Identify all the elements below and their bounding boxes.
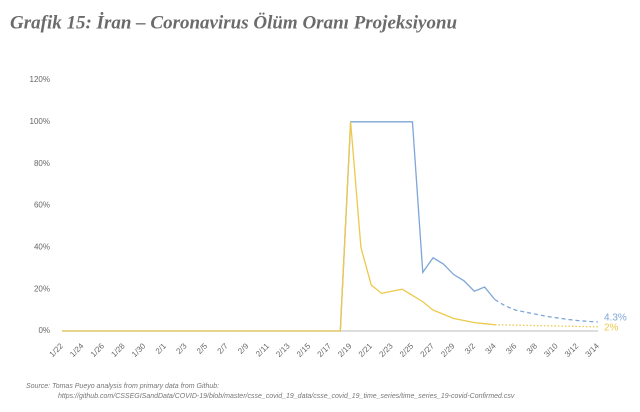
x-tick-label: 2/25 <box>398 341 416 359</box>
x-tick-label: 2/7 <box>216 341 231 356</box>
x-tick-label: 1/30 <box>130 341 148 359</box>
x-tick-label: 2/13 <box>274 341 292 359</box>
x-tick-label: 3/10 <box>542 341 560 359</box>
series-line <box>494 299 599 323</box>
x-tick-label: 2/17 <box>316 341 334 359</box>
source: https://github.com/CSSEGISandData/COVID-… <box>58 393 515 400</box>
value-label: 4.3% <box>604 313 627 324</box>
y-tick-label: 80% <box>34 159 50 168</box>
source: Source: Tomas Pueyo analysis from primar… <box>26 383 219 390</box>
x-tick-label: 2/3 <box>174 341 189 356</box>
x-tick-label: 2/23 <box>377 341 395 359</box>
x-tick-label: 1/26 <box>89 341 107 359</box>
x-tick-label: 3/4 <box>484 341 499 356</box>
x-tick-label: 1/28 <box>109 341 127 359</box>
value-label: 2% <box>604 322 619 333</box>
x-tick-label: 2/27 <box>419 341 437 359</box>
chart-title: Grafik 15: İran – Coronavirus Ölüm Oranı… <box>10 11 457 33</box>
x-tick-label: 2/19 <box>336 341 354 359</box>
series-line <box>62 121 495 332</box>
x-tick-label: 2/5 <box>195 341 210 356</box>
x-tick-label: 2/21 <box>357 341 375 359</box>
y-tick-label: 60% <box>34 201 50 210</box>
x-tick-label: 3/6 <box>504 341 519 356</box>
x-tick-label: 2/1 <box>154 341 169 356</box>
y-tick-label: 20% <box>34 284 50 293</box>
y-tick-label: 100% <box>30 117 50 126</box>
x-tick-label: 3/14 <box>584 341 602 359</box>
x-tick-label: 2/11 <box>254 341 271 358</box>
x-tick-label: 2/9 <box>236 341 251 356</box>
y-tick-label: 40% <box>34 242 50 251</box>
x-tick-label: 2/29 <box>439 341 457 359</box>
y-tick-label: 0% <box>38 326 50 335</box>
x-tick-label: 3/2 <box>463 341 478 356</box>
series-line <box>494 324 599 328</box>
y-tick-label: 120% <box>30 75 50 84</box>
series-line <box>62 121 496 332</box>
x-tick-label: 1/24 <box>68 341 86 359</box>
x-tick-label: 2/15 <box>295 341 313 359</box>
x-tick-label: 1/22 <box>48 341 66 359</box>
x-tick-label: 3/12 <box>563 341 581 359</box>
x-tick-label: 3/8 <box>525 341 540 356</box>
